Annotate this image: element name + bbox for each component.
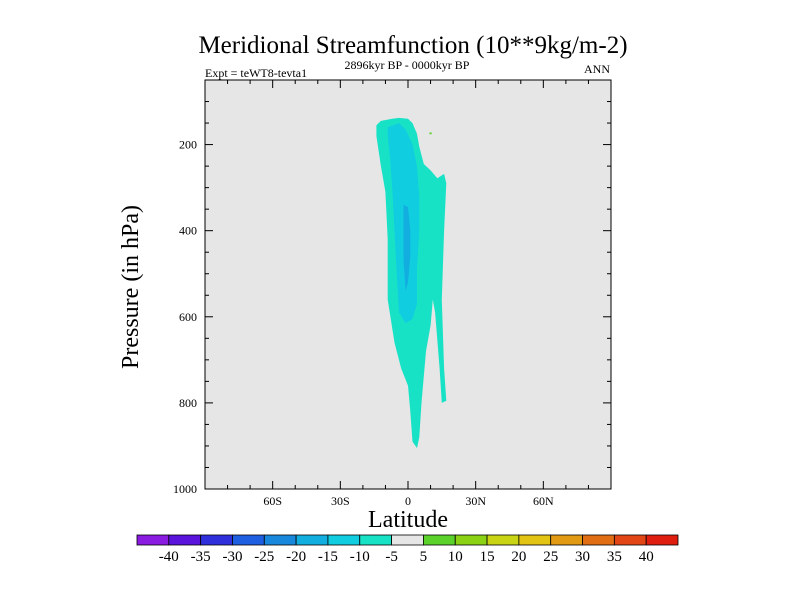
y-tick-label: 200 xyxy=(179,138,197,152)
colorbar-swatch xyxy=(136,534,170,546)
colorbar-swatch xyxy=(454,534,488,546)
y-tick-label: 1000 xyxy=(173,482,197,496)
colorbar-swatch xyxy=(550,534,583,546)
colorbar-label: -30 xyxy=(223,549,243,565)
colorbar-label: 25 xyxy=(543,549,558,565)
time-range-label: 2896kyr BP - 0000kyr BP xyxy=(345,58,470,72)
colorbar-swatch xyxy=(486,534,520,546)
y-tick-label: 600 xyxy=(179,310,197,324)
colorbar-swatch xyxy=(391,534,424,546)
colorbar-swatch xyxy=(582,534,615,546)
colorbar-label: -40 xyxy=(159,549,179,565)
colorbar-label: -25 xyxy=(254,549,274,565)
chart-title: Meridional Streamfunction (10**9kg/m-2) xyxy=(198,32,627,59)
x-tick-label: 60S xyxy=(263,494,282,508)
colorbar-label: -15 xyxy=(318,549,338,565)
colorbar-swatch xyxy=(232,534,265,546)
x-tick-label: 30S xyxy=(331,494,350,508)
experiment-label: Expt = teWT8-tevta1 xyxy=(205,66,307,80)
colorbar-swatch xyxy=(645,534,679,546)
colorbar-label: 30 xyxy=(575,549,590,565)
colorbar-swatch xyxy=(200,534,233,546)
colorbar-label: 10 xyxy=(448,549,463,565)
y-tick-label: 400 xyxy=(179,224,197,238)
axis-ticks: 60S 30S 0 30N 60N 200 400 600 800 1000 xyxy=(173,80,611,508)
season-label: ANN xyxy=(584,62,610,76)
colorbar-swatch xyxy=(613,534,647,546)
colorbar-label: 40 xyxy=(639,549,654,565)
contour-speck-positive xyxy=(429,132,432,135)
colorbar-label: -10 xyxy=(350,549,370,565)
colorbar-label: 20 xyxy=(511,549,526,565)
y-axis-label: Pressure (in hPa) xyxy=(118,205,144,369)
colorbar-swatch xyxy=(295,534,329,546)
x-axis-label: Latitude xyxy=(368,507,448,533)
colorbar-label: 15 xyxy=(480,549,495,565)
colorbar-label: -35 xyxy=(191,549,211,565)
y-tick-label: 800 xyxy=(179,396,197,410)
colorbar-label: -5 xyxy=(385,549,398,565)
colorbar: -40 -35 -30 -25 -20 -15 -10 -5 5 10 15 20 25 30 35 40 xyxy=(136,534,679,565)
colorbar-swatch xyxy=(263,534,297,546)
colorbar-swatch xyxy=(327,534,361,546)
colorbar-label: -20 xyxy=(286,549,306,565)
colorbar-swatch xyxy=(168,534,202,546)
x-tick-label: 60N xyxy=(533,494,554,508)
contour-region-minus-15-to-minus-20 xyxy=(403,204,411,291)
colorbar-swatch xyxy=(518,534,552,546)
x-tick-label: 30N xyxy=(465,494,486,508)
colorbar-label: 35 xyxy=(607,549,622,565)
colorbar-swatch xyxy=(423,534,456,546)
colorbar-swatch xyxy=(359,534,392,546)
colorbar-label: 5 xyxy=(420,549,428,565)
contour-regions xyxy=(376,117,447,449)
x-tick-label: 0 xyxy=(405,494,411,508)
